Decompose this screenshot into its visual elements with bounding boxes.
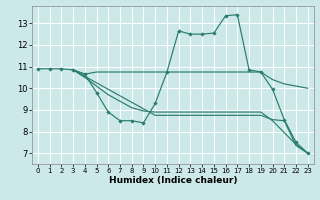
X-axis label: Humidex (Indice chaleur): Humidex (Indice chaleur) (108, 176, 237, 185)
